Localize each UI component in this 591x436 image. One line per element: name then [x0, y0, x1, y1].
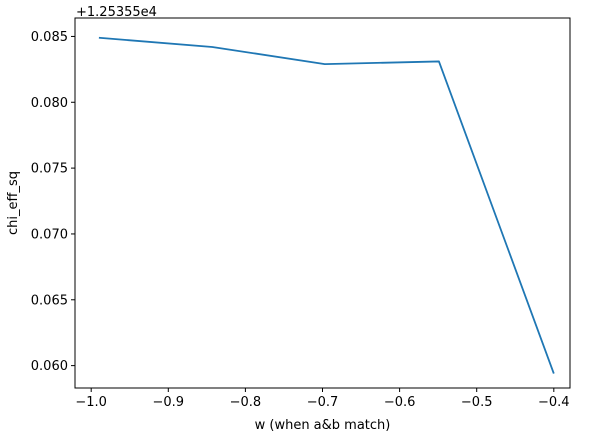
y-tick-label: 0.070	[31, 227, 68, 242]
x-tick-label: −0.8	[230, 395, 262, 410]
x-tick-label: −1.0	[75, 395, 107, 410]
y-axis: 0.060 0.065 0.070 0.075 0.080 0.085	[31, 30, 75, 374]
x-tick-label: −0.4	[538, 395, 570, 410]
x-axis-label: w (when a&b match)	[255, 418, 391, 433]
y-tick-label: 0.080	[31, 96, 68, 111]
x-axis: −1.0 −0.9 −0.8 −0.7 −0.6 −0.5 −0.4	[75, 388, 570, 410]
x-tick-label: −0.5	[461, 395, 493, 410]
series-line	[98, 36, 555, 374]
y-tick-label: 0.075	[31, 162, 68, 177]
y-tick-label: 0.065	[31, 293, 68, 308]
y-offset-label: +1.25355e4	[76, 5, 157, 20]
series-layer	[98, 36, 555, 374]
x-tick-label: −0.9	[153, 395, 185, 410]
y-tick-label: 0.085	[31, 30, 68, 45]
x-tick-label: −0.6	[384, 395, 416, 410]
x-tick-label: −0.7	[307, 395, 339, 410]
y-tick-label: 0.060	[31, 359, 68, 374]
plot-frame	[74, 17, 571, 389]
y-axis-label: chi_eff_sq	[6, 171, 21, 235]
